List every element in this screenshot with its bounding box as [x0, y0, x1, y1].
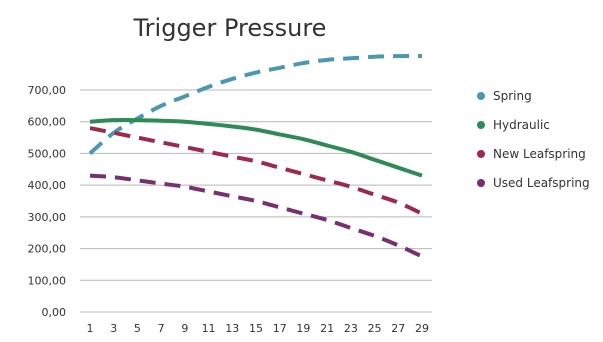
x-tick-label: 17	[273, 322, 287, 335]
legend-marker-spring	[477, 92, 485, 100]
y-tick-label: 700,00	[28, 84, 67, 97]
x-tick-label: 29	[415, 322, 429, 335]
legend-marker-new-leafspring	[477, 150, 485, 158]
x-tick-label: 7	[158, 322, 165, 335]
y-tick-label: 200,00	[28, 243, 67, 256]
x-tick-label: 11	[202, 322, 216, 335]
x-tick-label: 5	[134, 322, 141, 335]
series-line-new-leafspring	[89, 126, 423, 216]
y-axis-ticks: 0,00 100,00 200,00 300,00 400,00 500,00 600,00…	[28, 84, 67, 319]
legend-label-hydraulic: Hydraulic	[493, 118, 550, 132]
x-tick-label: 3	[110, 322, 117, 335]
series-line-hydraulic	[89, 117, 423, 178]
y-tick-label: 600,00	[28, 116, 67, 129]
legend-label-new-leafspring: New Leafspring	[493, 147, 586, 161]
y-tick-label: 300,00	[28, 211, 67, 224]
x-tick-label: 23	[344, 322, 358, 335]
x-tick-label: 15	[249, 322, 263, 335]
x-axis-ticks: 1 3 5 7 9 11 13 15 17 19 21 23 25 27 29	[87, 322, 430, 335]
x-tick-label: 1	[87, 322, 94, 335]
y-tick-label: 0,00	[42, 306, 67, 319]
legend-label-used-leafspring: Used Leafspring	[493, 176, 590, 190]
chart-title: Trigger Pressure	[133, 14, 327, 42]
legend-marker-hydraulic	[477, 121, 485, 129]
series-lines	[88, 54, 423, 259]
x-tick-label: 13	[225, 322, 239, 335]
legend-marker-used-leafspring	[477, 179, 485, 187]
y-tick-label: 400,00	[28, 179, 67, 192]
x-tick-label: 27	[391, 322, 405, 335]
series-line-used-leafspring	[89, 173, 423, 259]
x-tick-label: 9	[181, 322, 188, 335]
x-tick-label: 25	[368, 322, 382, 335]
y-tick-label: 500,00	[28, 147, 67, 160]
y-tick-label: 100,00	[28, 274, 67, 287]
legend: Spring Hydraulic New Leafspring Used Leafsp…	[477, 89, 590, 190]
series-line-spring	[88, 54, 423, 155]
x-tick-label: 19	[296, 322, 310, 335]
legend-label-spring: Spring	[493, 89, 532, 103]
x-tick-label: 21	[320, 322, 334, 335]
